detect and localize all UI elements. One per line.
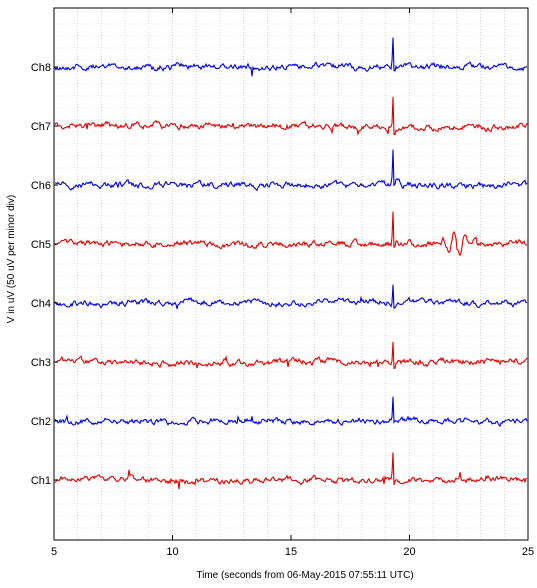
trace-ch1 — [54, 452, 528, 490]
x-tick-label: 15 — [285, 546, 297, 558]
trace-ch6 — [54, 149, 528, 192]
x-tick-label: 10 — [166, 546, 178, 558]
channel-label: Ch5 — [31, 239, 51, 251]
trace-ch4 — [54, 284, 527, 310]
x-tick-label: 25 — [522, 546, 534, 558]
trace-ch7 — [54, 96, 528, 137]
grid — [54, 8, 528, 540]
trace-ch8 — [54, 37, 528, 77]
x-tick-label: 20 — [403, 546, 415, 558]
trace-ch5 — [54, 211, 528, 257]
x-axis-label: Time (seconds from 06-May-2015 07:55:11 … — [196, 570, 413, 581]
y-axis-label: V in uV (50 uV per minor div) — [6, 195, 17, 323]
y-tick-labels: Ch8 Ch7 Ch6 Ch5 Ch4 Ch3 Ch2 Ch1 — [31, 62, 58, 487]
channel-label: Ch1 — [31, 475, 51, 487]
trace-ch3 — [54, 341, 528, 369]
traces — [54, 37, 528, 490]
channel-label: Ch3 — [31, 357, 51, 369]
x-tick-labels: 5 10 15 20 25 — [51, 8, 534, 558]
x-tick-label: 5 — [51, 546, 57, 558]
trace-ch2 — [54, 396, 528, 428]
channel-label: Ch7 — [31, 121, 51, 133]
channel-label: Ch8 — [31, 62, 51, 74]
channel-label: Ch4 — [31, 298, 51, 310]
channel-label: Ch6 — [31, 180, 51, 192]
channel-label: Ch2 — [31, 416, 51, 428]
